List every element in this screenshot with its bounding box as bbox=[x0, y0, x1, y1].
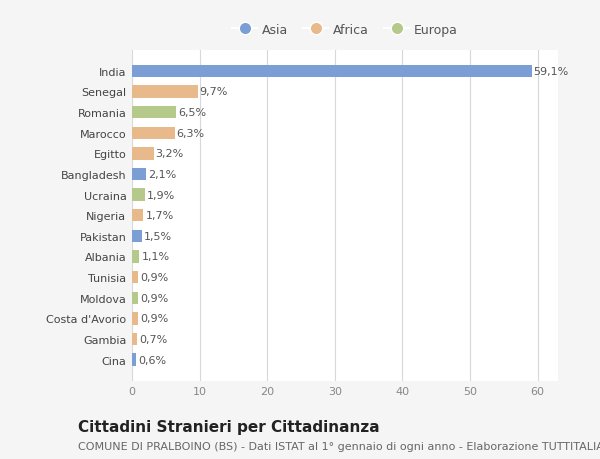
Text: COMUNE DI PRALBOINO (BS) - Dati ISTAT al 1° gennaio di ogni anno - Elaborazione : COMUNE DI PRALBOINO (BS) - Dati ISTAT al… bbox=[78, 441, 600, 451]
Bar bbox=[132, 271, 138, 284]
Bar bbox=[132, 66, 532, 78]
Text: 1,1%: 1,1% bbox=[142, 252, 170, 262]
Bar bbox=[132, 86, 197, 98]
Text: 59,1%: 59,1% bbox=[533, 67, 569, 77]
Text: 0,7%: 0,7% bbox=[139, 334, 167, 344]
Text: 6,5%: 6,5% bbox=[178, 108, 206, 118]
Text: 0,9%: 0,9% bbox=[140, 273, 169, 282]
Bar bbox=[132, 353, 136, 366]
Text: 1,5%: 1,5% bbox=[144, 231, 172, 241]
Bar bbox=[132, 292, 138, 304]
Bar bbox=[132, 148, 154, 160]
Bar bbox=[132, 106, 176, 119]
Text: 1,9%: 1,9% bbox=[147, 190, 175, 200]
Text: Cittadini Stranieri per Cittadinanza: Cittadini Stranieri per Cittadinanza bbox=[78, 419, 380, 434]
Bar bbox=[132, 189, 145, 202]
Text: 1,7%: 1,7% bbox=[146, 211, 174, 221]
Bar bbox=[132, 333, 137, 345]
Text: 6,3%: 6,3% bbox=[176, 129, 205, 139]
Bar bbox=[132, 127, 175, 140]
Text: 0,9%: 0,9% bbox=[140, 313, 169, 324]
Bar bbox=[132, 168, 146, 181]
Bar bbox=[132, 210, 143, 222]
Text: 0,9%: 0,9% bbox=[140, 293, 169, 303]
Text: 2,1%: 2,1% bbox=[148, 169, 176, 179]
Bar bbox=[132, 251, 139, 263]
Bar bbox=[132, 230, 142, 242]
Bar bbox=[132, 313, 138, 325]
Text: 0,6%: 0,6% bbox=[138, 355, 166, 365]
Text: 3,2%: 3,2% bbox=[155, 149, 184, 159]
Text: 9,7%: 9,7% bbox=[200, 87, 228, 97]
Legend: Asia, Africa, Europa: Asia, Africa, Europa bbox=[232, 24, 458, 37]
